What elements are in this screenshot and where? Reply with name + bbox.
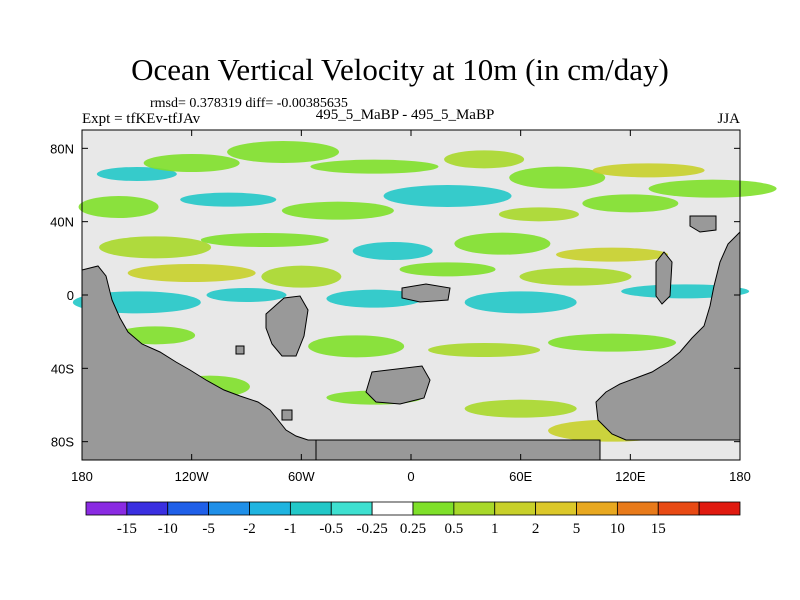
- chart-title: Ocean Vertical Velocity at 10m (in cm/da…: [131, 52, 669, 87]
- velocity-patch: [227, 141, 340, 163]
- experiment-label: Expt = tfKEv-tfJAv: [82, 111, 201, 127]
- colorbar-box: [657, 501, 700, 516]
- colorbar-label: -5: [202, 521, 215, 537]
- velocity-patches: [72, 141, 777, 442]
- colorbar-label: -1: [284, 521, 297, 537]
- velocity-patch: [127, 264, 256, 282]
- land-island-pacific: [265, 295, 309, 357]
- x-tick-label: 180: [71, 469, 93, 484]
- season-label: JJA: [717, 111, 740, 127]
- colorbar-label: -0.5: [319, 521, 343, 537]
- colorbar-box: [208, 501, 250, 516]
- land-island-equator: [401, 283, 451, 303]
- velocity-patch: [464, 291, 577, 314]
- colorbar: -15 -10 -5 -2 -1 -0.5 -0.25 0.25 0.5 1 2 5 10 15: [85, 501, 741, 537]
- land-island-atlantic: [365, 365, 431, 405]
- colorbar-box: [698, 501, 741, 516]
- colorbar-box: [494, 501, 537, 516]
- colorbar-box: [249, 501, 291, 516]
- velocity-patch: [454, 232, 551, 255]
- x-tick-label: 120W: [175, 469, 210, 484]
- velocity-patch: [399, 262, 496, 277]
- y-tick-label: 0: [67, 288, 74, 303]
- velocity-patch: [592, 163, 705, 178]
- colorbar-box: [616, 501, 659, 516]
- x-tick-label: 60E: [509, 469, 532, 484]
- velocity-patch: [310, 159, 439, 174]
- x-tick-label: 0: [407, 469, 414, 484]
- velocity-patch: [464, 399, 577, 418]
- velocity-patch: [99, 236, 212, 259]
- velocity-patch: [326, 289, 423, 308]
- colorbar-box: [167, 501, 210, 516]
- colorbar-label: 1: [491, 521, 499, 537]
- velocity-patch: [548, 333, 677, 352]
- velocity-patch: [206, 288, 287, 302]
- colorbar-box: [535, 501, 577, 516]
- velocity-patch: [498, 207, 579, 222]
- colorbar-box: [371, 501, 414, 516]
- colorbar-box: [126, 501, 169, 516]
- y-tick-label: 80N: [50, 141, 74, 156]
- y-tick-label: 40S: [51, 361, 74, 376]
- colorbar-label: -2: [243, 521, 256, 537]
- velocity-patch: [556, 247, 669, 262]
- land-south: [315, 439, 601, 461]
- colorbar-label: 0.5: [445, 521, 464, 537]
- velocity-patch: [78, 196, 159, 218]
- velocity-patch: [352, 242, 433, 260]
- velocity-patch: [648, 179, 777, 198]
- colorbar-box: [576, 501, 618, 516]
- land-island-south-1: [235, 345, 245, 355]
- velocity-patch: [96, 167, 177, 181]
- colorbar-label: 5: [573, 521, 581, 537]
- colorbar-box: [85, 501, 128, 516]
- land-island-east-1: [655, 251, 673, 305]
- colorbar-box: [412, 501, 455, 516]
- x-tick-label: 120E: [615, 469, 646, 484]
- land-island-south-2: [281, 409, 293, 421]
- velocity-patch: [582, 194, 679, 213]
- velocity-patch: [308, 335, 405, 358]
- velocity-patch: [281, 201, 394, 220]
- velocity-patch: [383, 185, 512, 207]
- velocity-patch: [444, 150, 525, 169]
- land-americas: [81, 265, 317, 461]
- land-masses: [81, 215, 741, 461]
- velocity-patch: [261, 265, 342, 288]
- velocity-patch: [143, 154, 240, 172]
- colorbar-label: -15: [117, 521, 137, 537]
- x-tick-label: 60W: [288, 469, 315, 484]
- land-island-east-2: [689, 215, 717, 233]
- map-area: [72, 129, 777, 461]
- velocity-patch: [519, 267, 632, 286]
- y-tick-label: 80S: [51, 435, 74, 450]
- colorbar-label: 2: [532, 521, 540, 537]
- y-tick-label: 40N: [50, 215, 74, 230]
- colorbar-label: 10: [610, 521, 625, 537]
- velocity-patch: [509, 166, 606, 189]
- velocity-patch: [200, 233, 329, 247]
- x-tick-label: 180: [729, 469, 751, 484]
- stats-label: rmsd= 0.378319 diff= -0.00385635: [150, 96, 348, 111]
- land-east: [595, 230, 741, 460]
- colorbar-box: [453, 501, 496, 516]
- colorbar-box: [289, 501, 332, 516]
- axes: 180 120W 60W 0 60E 120E 180 80S 40S 0 40N 80N: [50, 130, 751, 484]
- velocity-patch: [180, 192, 277, 207]
- colorbar-box: [330, 501, 373, 516]
- colorbar-label: -10: [158, 521, 178, 537]
- colorbar-label: 15: [651, 521, 666, 537]
- colorbar-label: 0.25: [400, 521, 426, 537]
- center-label: 495_5_MaBP - 495_5_MaBP: [315, 107, 495, 123]
- velocity-patch: [428, 343, 541, 357]
- colorbar-label: -0.25: [357, 521, 388, 537]
